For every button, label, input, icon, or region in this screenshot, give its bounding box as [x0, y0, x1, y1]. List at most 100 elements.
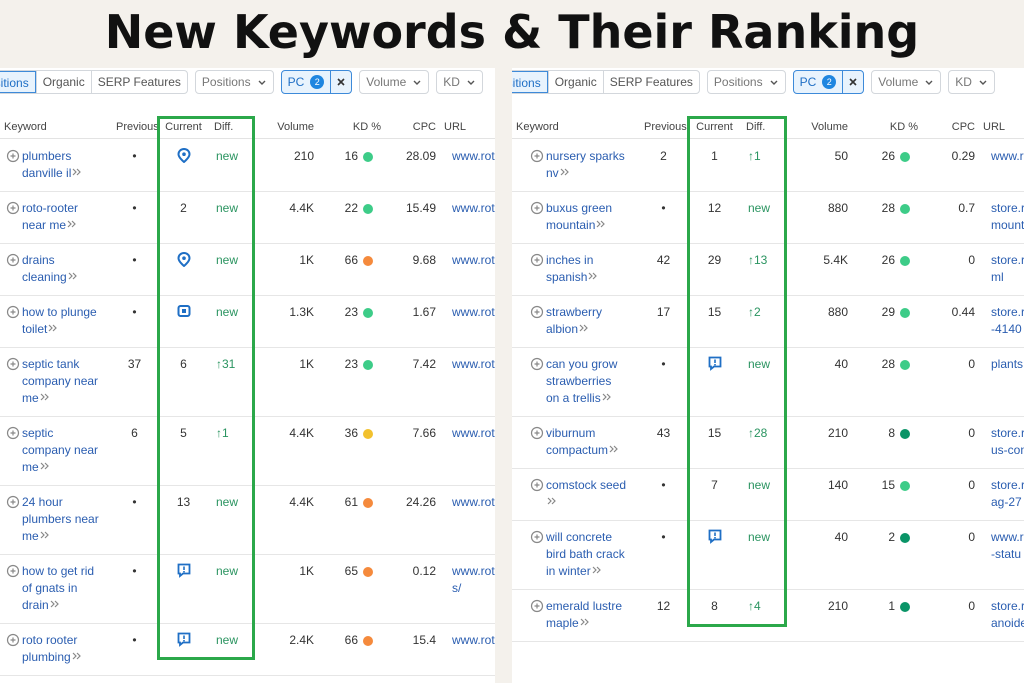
current-position: 15 — [707, 426, 722, 440]
url[interactable]: www.rot s/ — [440, 563, 495, 597]
dropdown-arrow — [413, 80, 421, 85]
url[interactable]: www.rot — [440, 632, 495, 649]
url[interactable]: www.rot — [440, 356, 495, 373]
expand-icon — [6, 633, 20, 647]
url[interactable]: www.r — [979, 148, 1024, 165]
url[interactable]: www.rot — [440, 200, 495, 217]
keyword-link[interactable]: how to get rid of gnats in drain — [22, 563, 102, 614]
filter[interactable]: PC 2 — [280, 70, 353, 94]
clear-filter[interactable] — [330, 71, 351, 93]
volume: 40 — [834, 357, 848, 371]
keyword-link[interactable]: septic tank company near me — [22, 356, 102, 407]
keyword-difficulty: 28 — [852, 356, 922, 373]
keyword-link[interactable]: septic company near me — [22, 425, 102, 476]
keyword-link[interactable]: emerald lustre maple — [546, 598, 628, 632]
keyword-cell: will concrete bird bath crack in winter — [512, 529, 640, 580]
keyword-link[interactable]: how to plunge toilet — [22, 304, 102, 338]
tab[interactable]: SERP Features — [90, 71, 187, 93]
tab[interactable]: Positions — [512, 71, 548, 93]
kd-dot — [363, 359, 373, 370]
kd-dot — [363, 566, 373, 577]
filter[interactable]: Positions — [706, 70, 786, 94]
keyword-link[interactable]: inches in spanish — [546, 252, 628, 286]
url[interactable]: store.r ag-27 — [979, 477, 1024, 511]
url[interactable]: store.r us-con — [979, 425, 1024, 459]
keyword-link[interactable]: viburnum compactum — [546, 425, 628, 459]
tab[interactable]: SERP Features — [602, 71, 699, 93]
kd-value: 23 — [344, 357, 358, 371]
close-icon — [337, 78, 345, 86]
column-header: CPC — [412, 121, 436, 133]
toolbar: PositionsOrganicSERP FeaturesPositionsPC… — [512, 70, 995, 94]
filter[interactable]: PC 2 — [792, 70, 865, 94]
previous-position: • — [132, 149, 137, 163]
filter[interactable]: Positions — [194, 70, 274, 94]
url[interactable]: www.rot — [440, 494, 495, 511]
expand-icon — [6, 357, 20, 371]
url-line: anoide — [991, 616, 1024, 630]
cpc: 7.66 — [412, 426, 436, 440]
url[interactable]: www.rot — [440, 148, 495, 165]
page-title: New Keywords & Their Ranking — [104, 5, 920, 59]
position-diff: ↑31 — [216, 357, 236, 371]
filter[interactable]: KD — [948, 70, 995, 94]
url[interactable]: store.r ml — [979, 252, 1024, 286]
previous-position: • — [132, 201, 137, 215]
column-header: Diff. — [746, 121, 766, 133]
expand-icon — [530, 426, 544, 440]
keyword-link[interactable]: comstock seed — [546, 477, 628, 511]
keyword-cell: septic company near me — [0, 425, 112, 476]
url[interactable]: www.rot — [440, 425, 495, 442]
tab[interactable]: Organic — [547, 71, 603, 93]
keyword-cell: viburnum compactum — [512, 425, 640, 459]
previous-position: 12 — [656, 599, 671, 613]
keyword-link[interactable]: roto rooter plumbing — [22, 632, 102, 666]
keyword-link[interactable]: drains cleaning — [22, 252, 102, 286]
current-position — [157, 147, 210, 168]
highlight-box — [687, 116, 787, 627]
previous-position: • — [661, 201, 666, 215]
filter[interactable]: Volume — [359, 70, 430, 94]
filter-badge: 2 — [822, 75, 837, 89]
keyword-link[interactable]: can you grow strawberries on a trellis — [546, 356, 628, 407]
keyword-link[interactable]: nursery sparks nv — [546, 148, 628, 182]
table-row: roto rooter plumbing • new 2.4K 66 15.4 www.ro… — [0, 624, 495, 676]
volume: 210 — [293, 149, 314, 163]
more-icon — [602, 393, 611, 401]
table-row: emerald lustre maple 12 8 ↑4 210 1 0 store.r ano… — [512, 590, 1024, 642]
keyword: roto rooter plumbing — [22, 633, 78, 664]
url[interactable]: www.rot — [440, 304, 495, 321]
position-diff: new — [748, 357, 771, 371]
keyword-link[interactable]: roto-rooter near me — [22, 200, 102, 234]
url[interactable]: store.r mount — [979, 200, 1024, 234]
column-header: KD % — [889, 121, 918, 133]
cpc: 0 — [968, 478, 975, 492]
table-body: nursery sparks nv 2 1 ↑1 50 26 0.29 www.r buxus … — [512, 140, 1024, 642]
kd-dot — [363, 307, 373, 318]
filter[interactable]: KD — [436, 70, 483, 94]
previous-position: 6 — [131, 426, 138, 440]
position-diff: ↑2 — [748, 305, 761, 319]
keyword-link[interactable]: will concrete bird bath crack in winter — [546, 529, 628, 580]
url[interactable]: store.r anoide — [979, 598, 1024, 632]
current-position: 6 — [180, 357, 187, 371]
url[interactable]: www.r -statu — [979, 529, 1024, 563]
tab[interactable]: Positions — [0, 71, 36, 93]
tab[interactable]: Organic — [35, 71, 91, 93]
clear-filter[interactable] — [842, 71, 863, 93]
current-position: 13 — [176, 495, 191, 509]
keyword-link[interactable]: strawberry albion — [546, 304, 628, 338]
filter[interactable]: Volume — [871, 70, 942, 94]
keyword-link[interactable]: 24 hour plumbers near me — [22, 494, 102, 545]
keyword-cell: how to plunge toilet — [0, 304, 112, 338]
url[interactable]: www.rot — [440, 252, 495, 269]
keyword-difficulty: 1 — [852, 598, 922, 615]
previous-position: • — [661, 478, 666, 492]
url[interactable]: store.r -4140 — [979, 304, 1024, 338]
cpc: 24.26 — [405, 495, 436, 509]
cpc: 0 — [968, 357, 975, 371]
positions-panel: PositionsOrganicSERP FeaturesPositionsPC… — [0, 68, 495, 683]
url[interactable]: plants. — [979, 356, 1024, 373]
keyword-link[interactable]: plumbers danville il — [22, 148, 102, 182]
keyword-link[interactable]: buxus green mountain — [546, 200, 628, 234]
